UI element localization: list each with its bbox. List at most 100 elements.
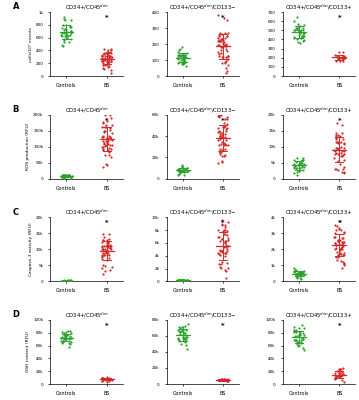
Point bbox=[62, 17, 68, 23]
Point bbox=[216, 261, 222, 268]
Point bbox=[340, 371, 346, 377]
Point bbox=[341, 229, 346, 236]
Point bbox=[295, 162, 301, 168]
Point bbox=[225, 376, 231, 382]
Point bbox=[339, 241, 345, 248]
Point bbox=[102, 268, 108, 274]
Point bbox=[176, 171, 182, 178]
Point bbox=[340, 58, 346, 64]
Point bbox=[217, 134, 223, 140]
Point bbox=[100, 144, 106, 150]
Point bbox=[184, 334, 190, 340]
Point bbox=[219, 248, 225, 254]
Point bbox=[298, 272, 303, 278]
Point bbox=[221, 120, 227, 126]
Point bbox=[333, 139, 339, 145]
Point bbox=[61, 277, 67, 284]
Point bbox=[341, 55, 347, 61]
Point bbox=[181, 53, 187, 59]
Point bbox=[332, 222, 338, 228]
Point bbox=[181, 56, 187, 62]
Point bbox=[218, 134, 223, 140]
Point bbox=[59, 334, 64, 340]
Point bbox=[224, 46, 229, 52]
Point bbox=[67, 328, 73, 334]
Point bbox=[104, 162, 109, 168]
Point bbox=[340, 371, 346, 378]
Point bbox=[292, 34, 297, 40]
Point bbox=[99, 144, 105, 150]
Point bbox=[337, 247, 343, 253]
Point bbox=[183, 342, 188, 348]
Point bbox=[60, 278, 66, 284]
Y-axis label: ROS production (RFU): ROS production (RFU) bbox=[26, 123, 30, 170]
Point bbox=[337, 246, 342, 252]
Point bbox=[64, 32, 69, 39]
Point bbox=[338, 227, 344, 234]
Title: CD34+/CD45$^{dim}$/CD133+: CD34+/CD45$^{dim}$/CD133+ bbox=[285, 208, 353, 217]
Point bbox=[334, 136, 339, 143]
Point bbox=[335, 138, 341, 145]
Point bbox=[220, 40, 225, 46]
Point bbox=[339, 148, 345, 154]
Point bbox=[224, 56, 230, 62]
Point bbox=[222, 252, 228, 259]
Point bbox=[336, 49, 342, 55]
Point bbox=[217, 246, 223, 253]
Point bbox=[104, 53, 110, 59]
Point bbox=[297, 270, 302, 277]
Point bbox=[99, 53, 104, 60]
Point bbox=[333, 58, 339, 65]
Point bbox=[177, 277, 182, 284]
Point bbox=[340, 152, 346, 158]
Title: CD34+/CD45$^{dim}$/CD133+: CD34+/CD45$^{dim}$/CD133+ bbox=[285, 310, 353, 320]
Point bbox=[338, 366, 344, 372]
Point bbox=[341, 157, 347, 163]
Point bbox=[64, 173, 70, 179]
Point bbox=[175, 166, 181, 173]
Point bbox=[180, 324, 185, 331]
Point bbox=[223, 376, 228, 383]
Point bbox=[295, 20, 301, 27]
Point bbox=[332, 166, 337, 173]
Point bbox=[62, 335, 68, 341]
Point bbox=[104, 242, 109, 248]
Point bbox=[62, 30, 67, 36]
Point bbox=[224, 33, 230, 40]
Point bbox=[340, 369, 345, 375]
Point bbox=[61, 16, 66, 22]
Point bbox=[223, 70, 229, 76]
Point bbox=[179, 168, 185, 174]
Point bbox=[182, 338, 187, 344]
Point bbox=[184, 278, 190, 284]
Point bbox=[107, 53, 113, 59]
Point bbox=[215, 234, 221, 240]
Point bbox=[174, 277, 180, 284]
Point bbox=[106, 255, 112, 262]
Point bbox=[224, 125, 230, 131]
Text: A: A bbox=[13, 2, 19, 11]
Point bbox=[215, 377, 221, 384]
Point bbox=[294, 154, 300, 161]
Point bbox=[225, 243, 231, 250]
Point bbox=[300, 156, 306, 163]
Point bbox=[336, 167, 341, 173]
Point bbox=[332, 376, 338, 383]
Point bbox=[332, 234, 337, 241]
Point bbox=[101, 262, 106, 268]
Point bbox=[108, 245, 113, 252]
Point bbox=[60, 337, 66, 344]
Point bbox=[216, 52, 222, 59]
Point bbox=[66, 172, 72, 178]
Point bbox=[215, 160, 221, 166]
Point bbox=[222, 240, 228, 246]
Point bbox=[223, 65, 229, 71]
Point bbox=[99, 375, 104, 381]
Point bbox=[175, 60, 181, 66]
Point bbox=[297, 272, 303, 278]
Point bbox=[221, 39, 227, 46]
Point bbox=[292, 327, 297, 334]
Point bbox=[63, 334, 69, 341]
Point bbox=[340, 264, 345, 271]
Point bbox=[182, 169, 187, 176]
